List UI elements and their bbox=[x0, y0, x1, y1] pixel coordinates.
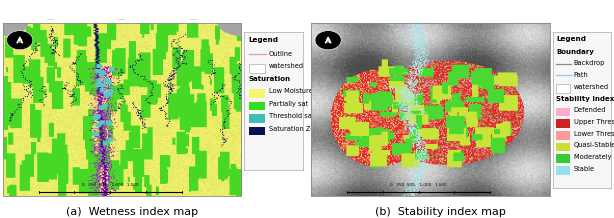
Text: (a)  Wetness index map: (a) Wetness index map bbox=[66, 207, 198, 217]
Text: (b)  Stability index map: (b) Stability index map bbox=[375, 207, 506, 217]
